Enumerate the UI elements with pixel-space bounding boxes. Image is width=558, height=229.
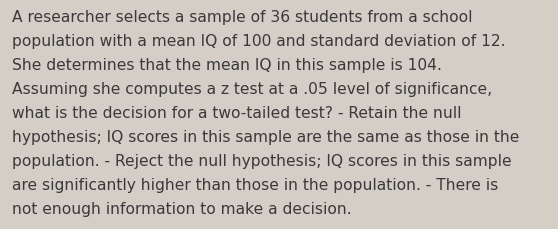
Text: A researcher selects a sample of 36 students from a school: A researcher selects a sample of 36 stud… [12,10,473,25]
Text: what is the decision for a two-tailed test? - Retain the null: what is the decision for a two-tailed te… [12,106,462,120]
Text: hypothesis; IQ scores in this sample are the same as those in the: hypothesis; IQ scores in this sample are… [12,129,519,144]
Text: population. - Reject the null hypothesis; IQ scores in this sample: population. - Reject the null hypothesis… [12,153,512,168]
Text: Assuming she computes a z test at a .05 level of significance,: Assuming she computes a z test at a .05 … [12,82,492,97]
Text: not enough information to make a decision.: not enough information to make a decisio… [12,201,352,216]
Text: population with a mean IQ of 100 and standard deviation of 12.: population with a mean IQ of 100 and sta… [12,34,506,49]
Text: She determines that the mean IQ in this sample is 104.: She determines that the mean IQ in this … [12,58,442,73]
Text: are significantly higher than those in the population. - There is: are significantly higher than those in t… [12,177,498,192]
